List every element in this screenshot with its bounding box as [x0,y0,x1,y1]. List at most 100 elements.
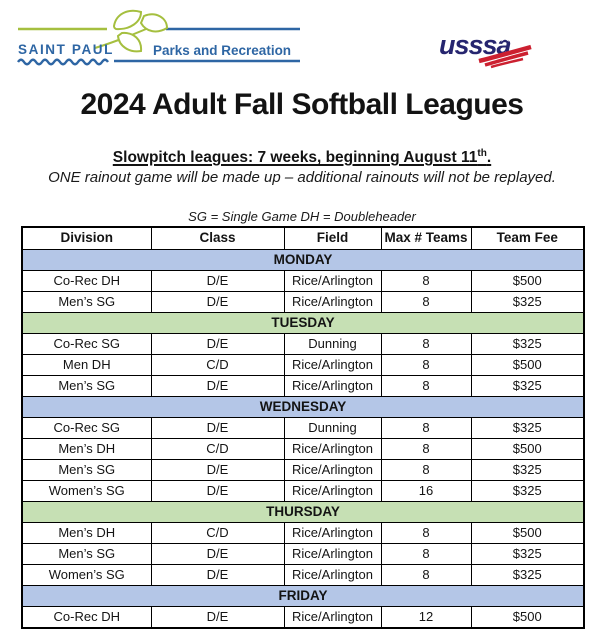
league-cell: $325 [470,291,585,313]
day-section-header: FRIDAY [21,585,585,607]
league-cell: Co-Rec DH [21,270,152,292]
league-cell: $325 [470,375,585,397]
league-cell: Rice/Arlington [283,543,382,565]
league-row: Men’s SG D/E Rice/Arlington 8 $325 [21,291,585,313]
league-cell: D/E [150,606,285,629]
saint-paul-wordmark: SAINT PAUL [18,42,114,57]
league-cell: $500 [470,354,585,376]
league-cell: Rice/Arlington [283,354,382,376]
league-cell: 8 [380,270,472,292]
league-cell: Co-Rec SG [21,417,152,439]
table-header-row: Division Class Field Max # Teams Team Fe… [21,226,585,250]
day-section-row: THURSDAY [21,501,585,523]
league-row: Men DH C/D Rice/Arlington 8 $500 [21,354,585,376]
league-cell: 8 [380,291,472,313]
league-row: Co-Rec SG D/E Dunning 8 $325 [21,333,585,355]
page-title: 2024 Adult Fall Softball Leagues [80,88,525,121]
league-cell: $500 [470,606,585,629]
league-cell: Rice/Arlington [283,459,382,481]
league-cell: D/E [150,459,285,481]
league-cell: Men’s DH [21,522,152,544]
day-section-header: THURSDAY [21,501,585,523]
league-cell: 8 [380,543,472,565]
league-row: Women’s SG D/E Rice/Arlington 16 $325 [21,480,585,502]
league-cell: $325 [470,333,585,355]
league-cell: D/E [150,543,285,565]
league-cell: $325 [470,543,585,565]
league-cell: 16 [380,480,472,502]
league-cell: 8 [380,564,472,586]
league-cell: 8 [380,333,472,355]
logo-wave-line [17,58,109,66]
league-table-wrapper: Division Class Field Max # Teams Team Fe… [21,226,585,629]
league-cell: Men DH [21,354,152,376]
league-cell: 8 [380,354,472,376]
league-cell: D/E [150,333,285,355]
league-row: Women’s SG D/E Rice/Arlington 8 $325 [21,564,585,586]
usssa-logo-graphic: usssa [439,29,532,69]
league-cell: Rice/Arlington [283,270,382,292]
abbreviation-legend: SG = Single Game DH = Doubleheader [188,209,416,224]
league-cell: $325 [470,417,585,439]
league-cell: Co-Rec SG [21,333,152,355]
league-table-body: MONDAY Co-Rec DH D/E Rice/Arlington 8 $500 Men… [21,249,585,629]
usssa-logo: usssa [437,24,587,72]
league-cell: $500 [470,270,585,292]
subtitle-text: Slowpitch leagues: 7 weeks, beginning Au… [112,149,478,167]
saint-paul-logo-graphic: SAINT PAUL Parks and Recreation [17,9,300,66]
league-cell: Men’s SG [21,543,152,565]
league-cell: Dunning [283,333,382,355]
league-cell: $325 [470,564,585,586]
league-cell: Women’s SG [21,564,152,586]
league-cell: Men’s SG [21,375,152,397]
league-cell: 8 [380,459,472,481]
usssa-star-icon [498,29,512,42]
league-cell: Rice/Arlington [283,522,382,544]
league-cell: C/D [150,522,285,544]
day-section-header: WEDNESDAY [21,396,585,418]
league-row: Co-Rec DH D/E Rice/Arlington 12 $500 [21,606,585,629]
league-cell: D/E [150,417,285,439]
league-cell: Rice/Arlington [283,291,382,313]
column-header-division: Division [21,226,152,250]
league-cell: D/E [150,564,285,586]
day-section-row: TUESDAY [21,312,585,334]
day-section-row: MONDAY [21,249,585,271]
league-row: Co-Rec DH D/E Rice/Arlington 8 $500 [21,270,585,292]
column-header-max-teams: Max # Teams [380,226,472,250]
league-cell: Women’s SG [21,480,152,502]
league-cell: 8 [380,522,472,544]
day-section-row: WEDNESDAY [21,396,585,418]
league-cell: Co-Rec DH [21,606,152,629]
league-cell: 8 [380,438,472,460]
league-cell: Men’s SG [21,459,152,481]
league-row: Men’s SG D/E Rice/Arlington 8 $325 [21,459,585,481]
league-cell: 8 [380,417,472,439]
league-cell: C/D [150,354,285,376]
subtitle: Slowpitch leagues: 7 weeks, beginning Au… [0,148,604,167]
league-cell: C/D [150,438,285,460]
day-section-header: TUESDAY [21,312,585,334]
league-cell: D/E [150,375,285,397]
league-row: Men’s SG D/E Rice/Arlington 8 $325 [21,375,585,397]
parks-recreation-wordmark: Parks and Recreation [153,43,291,58]
league-cell: Dunning [283,417,382,439]
league-cell: Rice/Arlington [283,564,382,586]
league-cell: D/E [150,270,285,292]
column-header-class: Class [150,226,285,250]
league-cell: Men’s SG [21,291,152,313]
league-row: Co-Rec SG D/E Dunning 8 $325 [21,417,585,439]
league-row: Men’s DH C/D Rice/Arlington 8 $500 [21,438,585,460]
league-cell: Rice/Arlington [283,438,382,460]
league-cell: Rice/Arlington [283,375,382,397]
league-cell: D/E [150,291,285,313]
league-cell: Rice/Arlington [283,606,382,629]
usssa-flag-stripes [478,44,532,69]
saint-paul-parks-logo: SAINT PAUL Parks and Recreation [10,6,302,70]
league-cell: 8 [380,375,472,397]
subtitle-period: . [486,149,492,167]
column-header-field: Field [283,226,382,250]
league-cell: $500 [470,522,585,544]
subtitle-ordinal: th [477,148,487,159]
league-cell: 12 [380,606,472,629]
